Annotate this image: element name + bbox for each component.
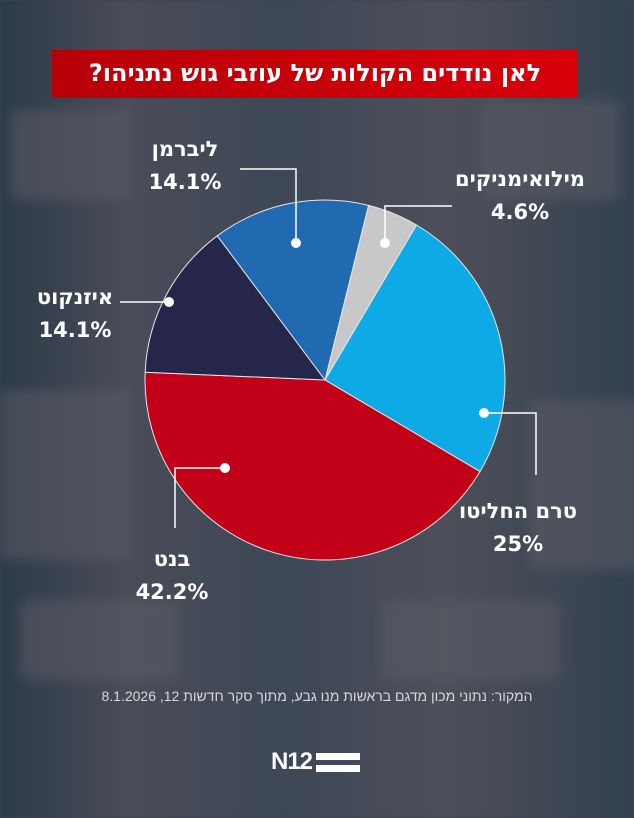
pie-slice bbox=[324, 224, 506, 473]
pie-slice bbox=[144, 235, 327, 381]
slice-value-label: 4.6% bbox=[491, 200, 549, 224]
label-dot bbox=[479, 408, 489, 418]
background-tile bbox=[480, 100, 620, 200]
label-dot bbox=[164, 297, 174, 307]
leader-line bbox=[174, 467, 225, 528]
background-tile bbox=[530, 400, 634, 570]
background-tile bbox=[10, 110, 130, 200]
leader-line bbox=[484, 412, 537, 475]
label-dot bbox=[220, 463, 230, 473]
slice-label: ליברמן bbox=[152, 137, 219, 161]
slice-value-label: 42.2% bbox=[136, 580, 209, 604]
leader-line bbox=[384, 205, 452, 243]
slice-label: בנט bbox=[154, 547, 191, 571]
slice-value-label: 14.1% bbox=[39, 318, 112, 342]
slice-label: מילואימניקים bbox=[455, 167, 585, 191]
label-dot bbox=[380, 238, 390, 248]
slice-value-label: 25% bbox=[493, 532, 543, 556]
slice-label: איזנקוט bbox=[37, 285, 113, 309]
slice-value-label: 14.1% bbox=[149, 170, 222, 194]
chart-title: לאן נודדים הקולות של עוזבי גוש נתניהו? bbox=[52, 50, 578, 98]
background-tile bbox=[20, 600, 180, 680]
pie-slice bbox=[144, 371, 481, 561]
pie-slice bbox=[216, 199, 370, 382]
background-tile bbox=[0, 390, 130, 560]
background-tile bbox=[380, 600, 560, 680]
label-dot bbox=[291, 238, 301, 248]
slice-label: טרם החליטו bbox=[459, 499, 577, 523]
n12-logo: N12 bbox=[271, 748, 361, 776]
leader-line bbox=[240, 168, 297, 243]
source-note: המקור: נתוני מכון מדגם בראשות מנו גבע, מ… bbox=[101, 688, 533, 704]
